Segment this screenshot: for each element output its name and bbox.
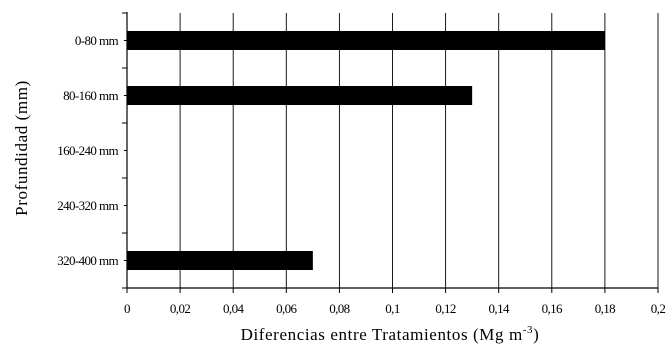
x-tick-label: 0,08 — [329, 301, 349, 316]
x-tick-label: 0,02 — [170, 301, 190, 316]
x-tick-label: 0,16 — [542, 301, 563, 316]
y-tick-label: 240-320 mm — [57, 198, 118, 213]
x-tick-label: 0,18 — [595, 301, 615, 316]
bar-series — [127, 31, 605, 270]
y-tick-label: 0-80 mm — [75, 33, 119, 48]
x-tick-label: 0,04 — [223, 301, 244, 316]
y-axis-title: Profundidad (mm) — [12, 80, 31, 216]
bar — [127, 86, 473, 105]
x-tick-label: 0,14 — [489, 301, 510, 316]
x-axis-title-exponent: -3 — [523, 324, 533, 336]
x-tick-label: 0,2 — [651, 301, 666, 316]
x-axis-title-text: Diferencias entre Tratamientos (Mg m — [241, 325, 523, 344]
y-tick-label: 80-160 mm — [63, 88, 118, 103]
axes — [122, 12, 659, 293]
y-tick-label: 320-400 mm — [57, 253, 118, 268]
bar — [127, 251, 313, 270]
x-tick-labels: 0 0,02 0,04 0,06 0,08 0,1 0,12 0,14 0,16 0,18 0,2 — [124, 301, 666, 316]
x-axis-title: Diferencias entre Tratamientos (Mg m-3) — [241, 324, 540, 344]
x-tick-label: 0,06 — [276, 301, 297, 316]
x-tick-label: 0 — [124, 301, 130, 316]
x-tick-label: 0,1 — [385, 301, 400, 316]
y-tick-labels: 0-80 mm 80-160 mm 160-240 mm 240-320 mm 320-… — [57, 33, 119, 268]
x-axis-title-close: ) — [533, 325, 539, 344]
bar — [127, 31, 605, 50]
grid-lines — [179, 13, 659, 288]
x-tick-label: 0,12 — [435, 301, 455, 316]
y-tick-label: 160-240 mm — [57, 143, 118, 158]
